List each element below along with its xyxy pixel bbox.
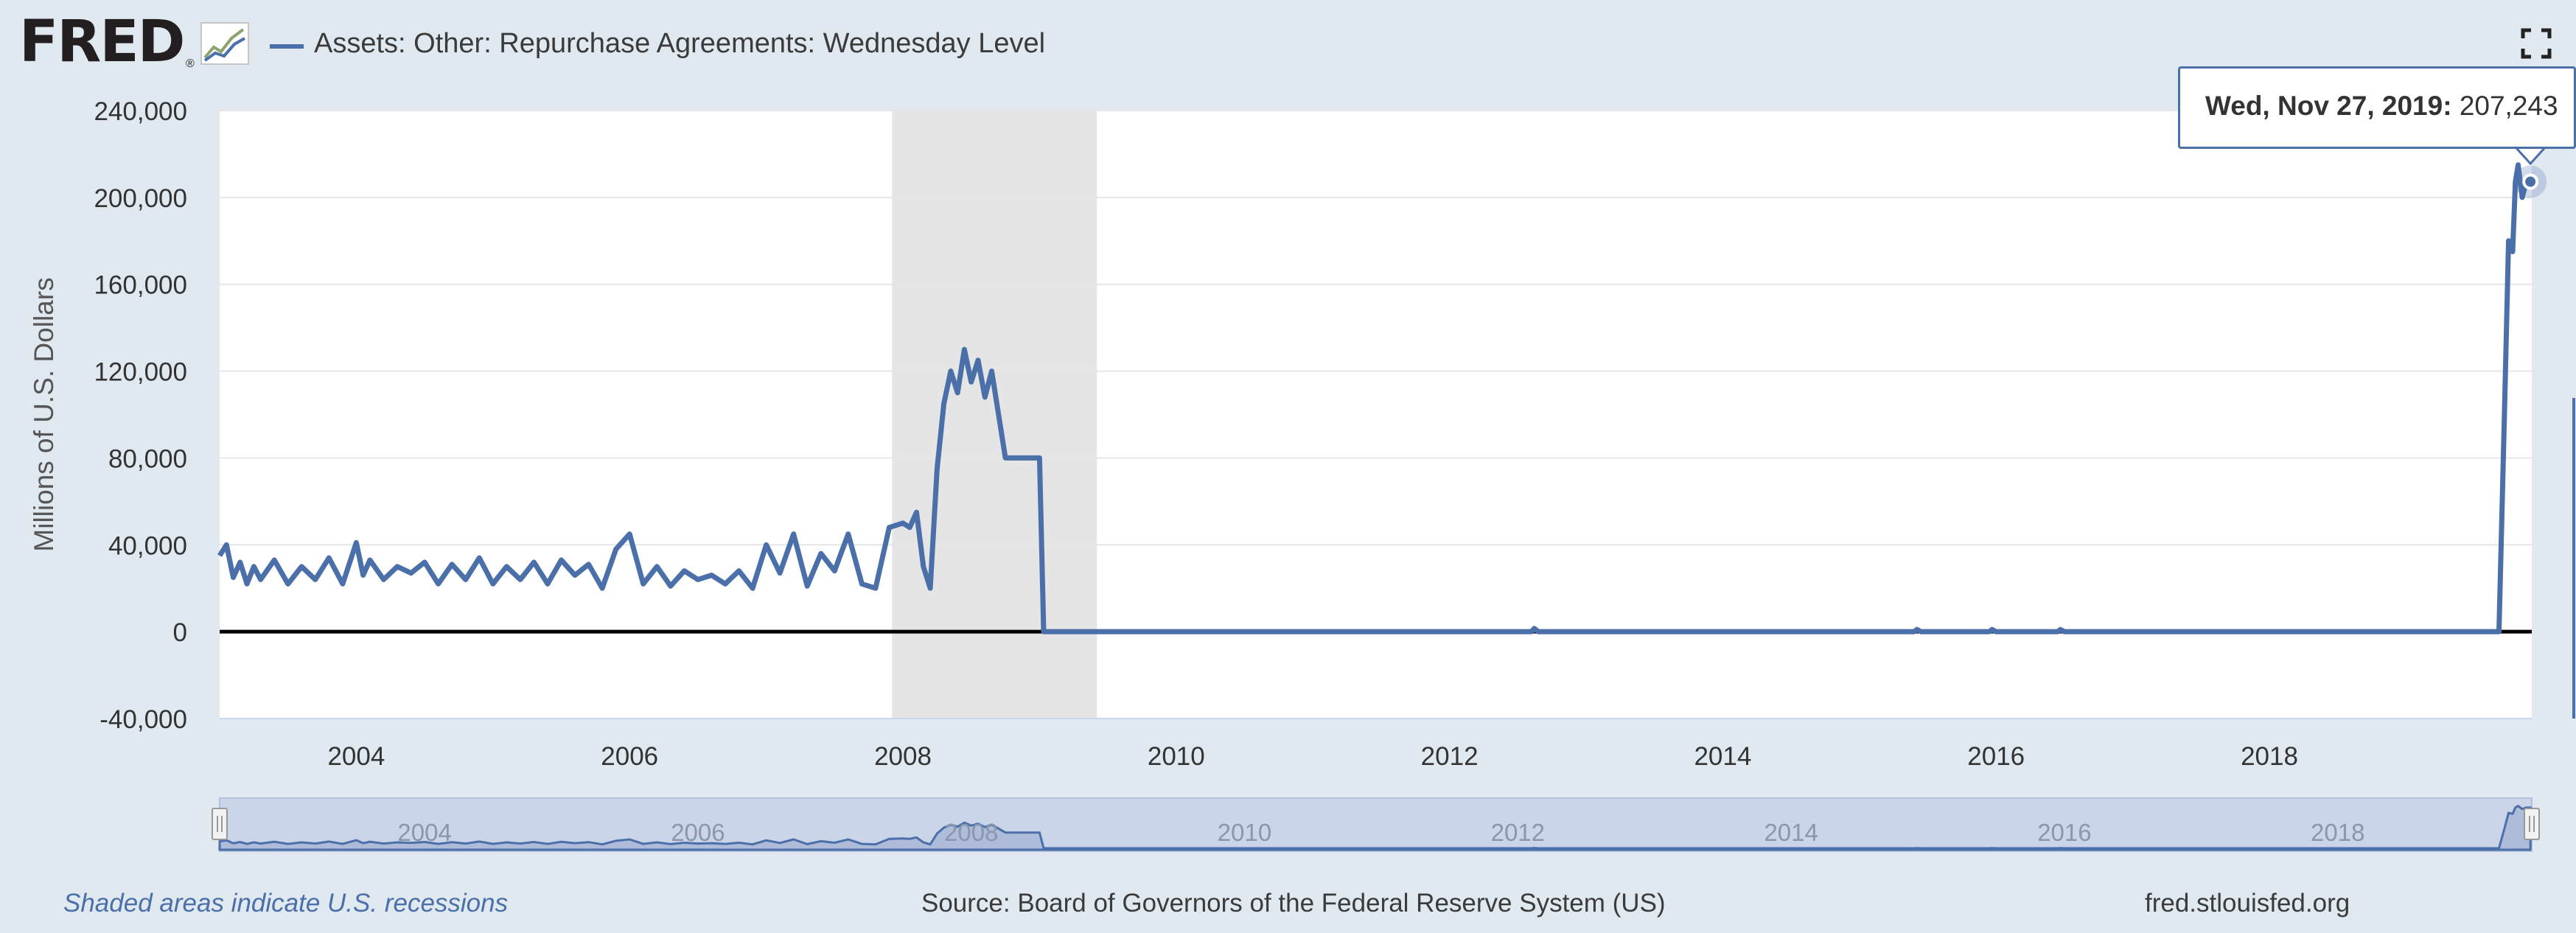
y-tick-label: 80,000	[108, 444, 187, 473]
recession-note: Shaded areas indicate U.S. recessions	[63, 889, 509, 918]
y-tick-label: 240,000	[94, 97, 187, 126]
tooltip-value: 207,243	[2459, 91, 2558, 121]
navigator-series	[218, 804, 2532, 851]
y-tick-label: 120,000	[94, 358, 187, 387]
navigator-tick-label: 2016	[2037, 819, 2091, 846]
chart-header: FRED ® Assets: Other: Repurchase Agreeme…	[0, 0, 2576, 96]
series-line[interactable]	[217, 162, 2531, 635]
data-tooltip: Wed, Nov 27, 2019: 207,243	[2178, 66, 2576, 149]
tooltip-date: Wed, Nov 27, 2019:	[2205, 91, 2452, 121]
fred-logo-chart-icon	[200, 22, 249, 65]
fullscreen-icon[interactable]	[2521, 28, 2552, 59]
navigator-track[interactable]	[219, 797, 2533, 852]
navigator-handle-right[interactable]	[2524, 808, 2540, 840]
y-axis-label: Millions of U.S. Dollars	[29, 277, 59, 551]
navigator-tick-label: 2012	[1491, 819, 1545, 846]
highlight-point[interactable]	[2522, 173, 2539, 190]
x-tick-label: 2010	[1148, 742, 1205, 771]
y-tick-label: 40,000	[108, 531, 187, 560]
x-tick-label: 2014	[1694, 742, 1751, 771]
y-tick-label: -40,000	[100, 705, 187, 734]
recession-band	[892, 111, 1097, 719]
x-tick-label: 2018	[2241, 742, 2298, 771]
navigator-handle-left[interactable]	[212, 808, 228, 840]
legend-swatch	[270, 44, 304, 49]
x-tick-label: 2012	[1421, 742, 1479, 771]
navigator-tick-label: 2004	[397, 819, 451, 846]
navigator-tick-label: 2010	[1218, 819, 1271, 846]
navigator-tick-label: 2008	[944, 819, 998, 846]
y-tick-label: 160,000	[94, 271, 187, 300]
navigator-tick-label: 2006	[671, 819, 725, 846]
x-tick-label: 2006	[601, 742, 658, 771]
y-tick-label: 0	[173, 618, 187, 647]
site-link[interactable]: fred.stlouisfed.org	[2145, 889, 2350, 918]
fred-logo[interactable]: FRED	[19, 9, 185, 75]
line-chart[interactable]: -40,000 0 40,000 80,000 120,000 160,000 200,00…	[0, 0, 2576, 870]
source-text: Source: Board of Governors of the Federa…	[921, 889, 1666, 918]
y-tick-label: 200,000	[94, 184, 187, 213]
plot-area	[220, 111, 2532, 719]
logo-registered-mark: ®	[186, 57, 195, 70]
x-tick-label: 2004	[327, 742, 385, 771]
navigator-tick-label: 2014	[1764, 819, 1818, 846]
x-tick-label: 2016	[1967, 742, 2025, 771]
x-tick-label: 2008	[874, 742, 932, 771]
legend-label: Assets: Other: Repurchase Agreements: We…	[314, 28, 1046, 59]
navigator-tick-label: 2018	[2311, 819, 2364, 846]
